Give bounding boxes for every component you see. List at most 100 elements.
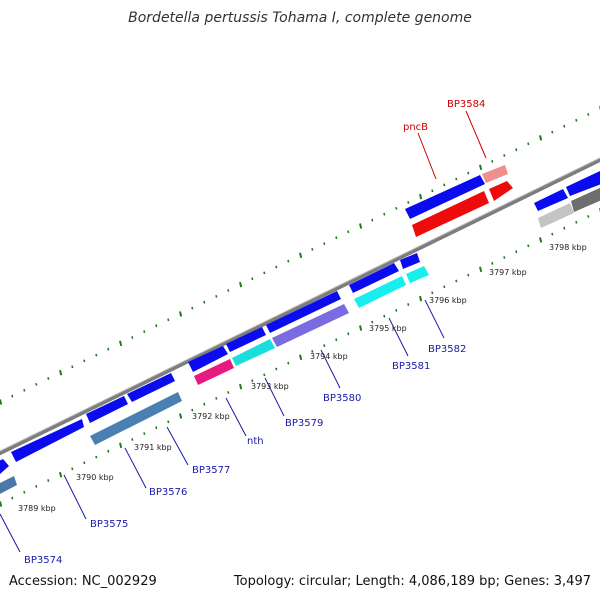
gene-label-bp3574[interactable]: BP3574 — [24, 555, 62, 566]
tick-mark — [479, 164, 483, 171]
tick-mark — [551, 130, 554, 134]
gene-feature[interactable] — [566, 170, 600, 196]
tick-mark — [167, 420, 170, 424]
tick-mark — [527, 142, 530, 146]
tick-mark — [299, 252, 303, 259]
tick-mark — [131, 438, 134, 441]
scale-label: 3797 kbp — [489, 268, 527, 277]
gene-feature[interactable] — [226, 327, 266, 352]
tick-mark — [227, 289, 230, 292]
tick-mark — [71, 467, 74, 471]
tick-mark — [83, 359, 86, 363]
scale-label: 3792 kbp — [192, 412, 230, 421]
tick-mark — [71, 365, 74, 369]
tick-mark — [443, 183, 446, 187]
tick-mark — [539, 237, 543, 243]
gene-label-nth[interactable]: nth — [247, 436, 264, 447]
tick-mark — [47, 377, 50, 380]
gene-feature[interactable] — [0, 459, 9, 476]
genome-backbone-highlight — [0, 157, 600, 452]
reverse-strand-genes — [0, 165, 600, 497]
tick-mark — [215, 397, 218, 400]
tick-mark — [479, 266, 483, 273]
genome-backbone — [0, 157, 600, 456]
gene-label-bp3582[interactable]: BP3582 — [428, 344, 466, 355]
tick-mark — [575, 220, 578, 224]
gene-label-bp3577[interactable]: BP3577 — [192, 465, 230, 476]
gene-feature[interactable] — [412, 191, 489, 237]
gene-label-bp3576[interactable]: BP3576 — [149, 487, 187, 498]
tick-mark — [323, 344, 326, 347]
tick-mark — [215, 295, 218, 298]
tick-mark — [239, 281, 243, 288]
outer-tick-ring — [0, 106, 600, 405]
gene-feature[interactable] — [194, 359, 234, 385]
gene-feature[interactable] — [349, 263, 399, 293]
tick-mark — [383, 212, 386, 216]
gene-feature[interactable] — [188, 346, 228, 372]
gene-feature[interactable] — [272, 304, 349, 347]
tick-mark — [431, 291, 434, 295]
tick-mark — [455, 177, 458, 181]
gene-feature[interactable] — [0, 476, 17, 497]
tick-mark — [311, 248, 314, 251]
gene-feature[interactable] — [538, 203, 574, 228]
gene-feature[interactable] — [90, 392, 182, 445]
scale-label: 3798 kbp — [549, 243, 587, 252]
tick-mark — [359, 223, 363, 229]
gene-label-bp3584[interactable]: BP3584 — [447, 99, 485, 110]
gene-feature[interactable] — [232, 339, 275, 366]
gene-feature[interactable] — [406, 266, 429, 283]
gene-label-bp3580[interactable]: BP3580 — [323, 393, 361, 404]
gene-feature[interactable] — [534, 189, 568, 211]
tick-mark — [179, 413, 183, 419]
tick-mark — [491, 262, 494, 265]
gene-feature[interactable] — [354, 276, 406, 308]
tick-mark — [251, 379, 254, 383]
scale-label: 3796 kbp — [429, 296, 467, 305]
tick-mark — [95, 353, 98, 357]
tick-mark — [227, 391, 230, 394]
gene-feature[interactable] — [482, 165, 508, 183]
tick-mark — [395, 309, 398, 312]
gene-feature[interactable] — [571, 186, 600, 212]
gene-feature[interactable] — [489, 181, 513, 201]
tick-mark — [275, 367, 278, 371]
tick-mark — [23, 388, 26, 392]
gene-label-bp3581[interactable]: BP3581 — [392, 361, 430, 372]
tick-mark — [119, 340, 123, 347]
tick-mark — [455, 279, 458, 283]
tick-mark — [503, 154, 506, 157]
gene-feature[interactable] — [11, 419, 84, 462]
gene-feature[interactable] — [405, 175, 485, 219]
tick-mark — [35, 485, 38, 488]
gene-label-bp3579[interactable]: BP3579 — [285, 418, 323, 429]
label-leader-lines — [0, 299, 445, 553]
gene-feature[interactable] — [266, 291, 341, 333]
tick-mark — [203, 300, 206, 304]
tick-mark — [95, 455, 98, 459]
tick-mark — [239, 383, 243, 390]
tick-mark — [551, 232, 554, 236]
tick-mark — [515, 148, 518, 152]
tick-mark — [347, 230, 350, 234]
tick-mark — [263, 373, 266, 377]
gene-feature[interactable] — [86, 396, 128, 423]
tick-mark — [419, 295, 423, 302]
tick-mark — [419, 193, 423, 200]
tick-mark — [83, 461, 86, 465]
tick-mark — [563, 124, 566, 128]
gene-label-pncb[interactable]: pncB — [403, 122, 428, 133]
tick-mark — [275, 265, 278, 269]
accession-text: Accession: NC_002929 — [9, 574, 157, 589]
gene-label-bp3575[interactable]: BP3575 — [90, 519, 128, 530]
scale-label: 3789 kbp — [18, 504, 56, 513]
tick-mark — [107, 449, 110, 453]
map-title: Bordetella pertussis Tohama I, complete … — [128, 10, 472, 26]
scale-label: 3795 kbp — [369, 324, 407, 333]
tick-mark — [539, 135, 543, 141]
gene-feature[interactable] — [127, 373, 175, 402]
tick-mark — [203, 402, 206, 406]
gene-feature[interactable] — [400, 253, 420, 269]
